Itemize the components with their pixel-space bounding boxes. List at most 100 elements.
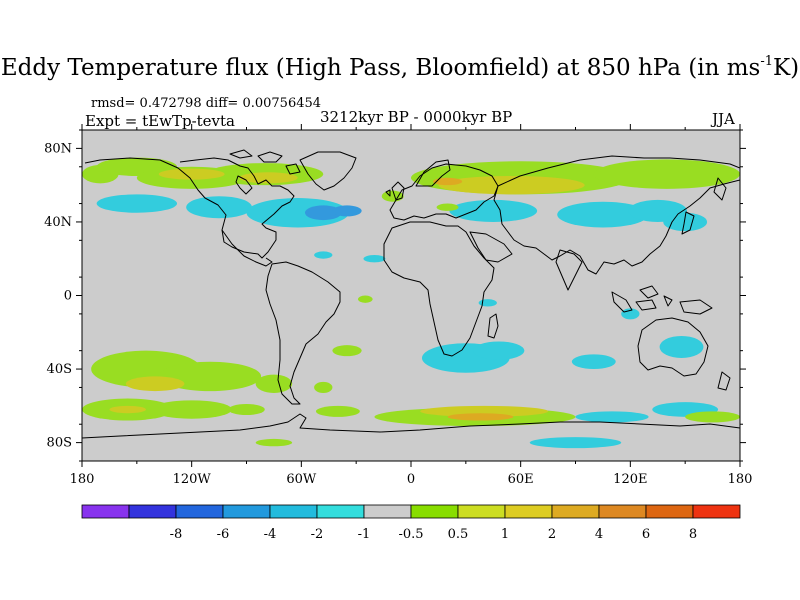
anomaly-patch <box>529 437 622 449</box>
colorbar-swatch <box>175 504 224 519</box>
coastline-india <box>555 249 583 291</box>
colorbar-swatch <box>81 504 130 519</box>
anomaly-patch <box>420 405 549 417</box>
colorbar-label: 6 <box>642 527 650 542</box>
anomaly-patch <box>332 345 362 357</box>
anomaly-patch <box>438 175 585 195</box>
anomaly-patch <box>449 199 538 222</box>
anomaly-patch <box>478 299 497 307</box>
coastline-indonesia <box>611 285 713 315</box>
anomaly-patch <box>575 411 649 423</box>
colorbar-swatch <box>692 504 741 519</box>
anomaly-patch <box>158 361 262 392</box>
anomaly-patch <box>158 168 225 180</box>
coastline-madagascar <box>487 313 499 339</box>
anomaly-patch <box>357 295 373 303</box>
colorbar-label: 2 <box>548 527 556 542</box>
lon-tick-label: 180 <box>728 472 753 487</box>
colorbar-label: 0.5 <box>448 527 469 542</box>
colorbar-label: -2 <box>311 527 324 542</box>
lon-axis: 180 120W 60W 0 60E 120E 180 <box>70 124 753 487</box>
colorbar-swatch <box>551 504 600 519</box>
lat-tick-label: 40N <box>44 215 72 230</box>
colorbar-label: 8 <box>689 527 697 542</box>
anomaly-patch <box>109 405 146 414</box>
anomaly-patch <box>314 381 333 393</box>
coastline-greenland <box>299 151 357 191</box>
anomaly-patch <box>685 411 740 423</box>
coastline-scandinavia <box>415 159 451 187</box>
anomaly-patch <box>436 203 459 211</box>
coastline-south-america <box>265 261 341 405</box>
anomaly-patch <box>557 201 649 228</box>
coastline-arctic-islands <box>229 149 301 175</box>
season-label: JJA <box>712 110 735 128</box>
anomaly-patch <box>239 172 298 184</box>
coastlines <box>82 149 740 439</box>
anomaly-patch <box>432 177 463 186</box>
lat-axis: 80N 40N 0 40S 80S <box>44 129 746 462</box>
lat-tick-label: 80N <box>44 141 72 156</box>
colorbar-swatch <box>410 504 459 519</box>
coastline-japan <box>681 211 695 235</box>
colorbar-swatch <box>457 504 506 519</box>
chart-title: Eddy Temperature flux (High Pass, Bloomf… <box>0 54 800 81</box>
colorbar-swatch <box>222 504 271 519</box>
colorbar-label: -4 <box>264 527 277 542</box>
coastline-europe <box>389 163 499 221</box>
anomaly-patch <box>304 205 342 221</box>
coastline-hudson-bay <box>235 175 253 195</box>
anomaly-patch <box>186 196 252 219</box>
stats-label: rmsd= 0.472798 diff= 0.00756454 <box>91 96 322 111</box>
colorbar-swatch <box>645 504 694 519</box>
colorbar-swatch <box>316 504 365 519</box>
colorbar <box>81 504 741 519</box>
anomaly-patch <box>571 354 616 370</box>
period-label: 3212kyr BP - 0000kyr BP <box>320 108 513 126</box>
coastline-asia <box>493 155 740 275</box>
coastline-kamchatka <box>713 177 727 201</box>
coastline-arabia <box>469 231 513 263</box>
anomaly-patch <box>314 251 333 259</box>
anomaly-patch <box>255 374 293 393</box>
lon-tick-label: 60W <box>286 472 317 487</box>
colorbar-label: -8 <box>170 527 183 542</box>
anomaly-patch <box>663 212 708 232</box>
anomaly-patch <box>659 335 704 359</box>
coastline-australia <box>637 317 709 377</box>
colorbar-swatch <box>269 504 318 519</box>
colorbar-swatch <box>128 504 177 519</box>
anomaly-patch <box>593 159 740 189</box>
anomaly-patch <box>125 376 185 392</box>
coastline-new-zealand <box>717 371 731 391</box>
colorbar-swatch <box>598 504 647 519</box>
lon-tick-label: 120E <box>613 472 647 487</box>
anomaly-patch <box>151 400 232 419</box>
coastline-antarctica <box>82 413 740 439</box>
anomaly-patch <box>332 205 362 217</box>
lat-tick-label: 80S <box>47 436 72 451</box>
colorbar-label: 1 <box>501 527 509 542</box>
colorbar-label: -0.5 <box>398 527 423 542</box>
anomaly-patch <box>96 194 178 213</box>
anomaly-patch <box>255 438 293 447</box>
colorbar-labels: -8 -6 -4 -2 -1 -0.5 0.5 1 2 4 6 8 <box>170 527 697 542</box>
coastline-british-isles <box>385 181 405 201</box>
colorbar-label: -1 <box>358 527 371 542</box>
colorbar-label: -6 <box>217 527 230 542</box>
colorbar-swatch <box>504 504 553 519</box>
coastline-central-america <box>221 229 273 267</box>
anomaly-patch <box>363 255 386 263</box>
lat-tick-label: 0 <box>64 289 72 304</box>
anomaly-patch <box>228 403 265 416</box>
anomaly-patch <box>473 341 525 360</box>
anomaly-patch <box>447 413 514 421</box>
coastline-north-america <box>84 157 295 259</box>
lon-tick-label: 60E <box>508 472 534 487</box>
colorbar-swatch <box>363 504 412 519</box>
lon-tick-label: 120W <box>173 472 212 487</box>
lat-tick-label: 40S <box>47 362 72 377</box>
coastline-africa <box>383 221 495 357</box>
experiment-label: Expt = tEwTp-tevta <box>85 112 235 130</box>
